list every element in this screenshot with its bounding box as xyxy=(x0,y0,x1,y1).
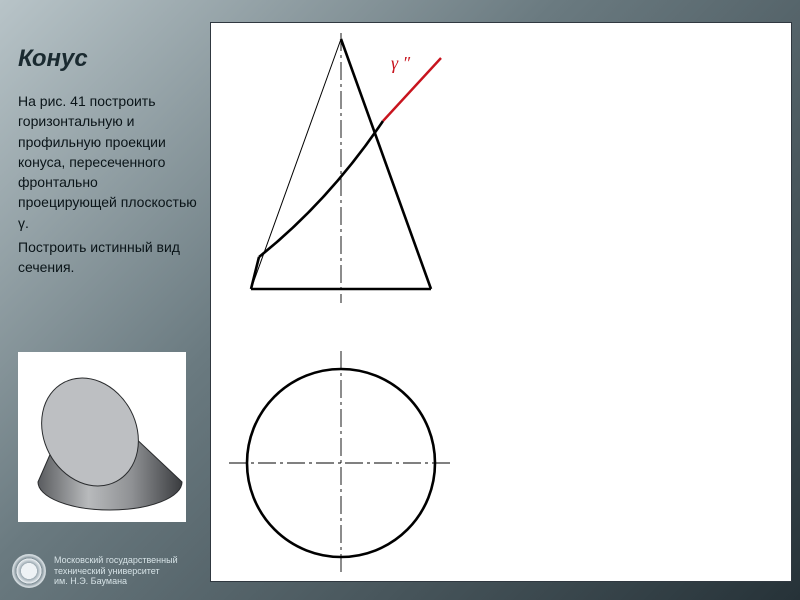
sidebar: Конус На рис. 41 построить горизонтальну… xyxy=(18,45,198,282)
task-text: На рис. 41 построить горизонтальную и пр… xyxy=(18,91,198,278)
footer: Московский государственный технический у… xyxy=(12,554,178,588)
task-paragraph-2: Построить истинный вид сечения. xyxy=(18,237,198,278)
university-seal-icon xyxy=(12,554,46,588)
page-title: Конус xyxy=(18,45,198,73)
cone-3d-thumbnail xyxy=(18,352,186,522)
footer-text: Московский государственный технический у… xyxy=(54,555,178,587)
svg-text:γ ″: γ ″ xyxy=(391,53,411,73)
drawing-canvas: γ ″ xyxy=(210,22,792,582)
footer-line-1: Московский государственный xyxy=(54,555,178,566)
footer-line-3: им. Н.Э. Баумана xyxy=(54,576,178,587)
task-paragraph-1: На рис. 41 построить горизонтальную и пр… xyxy=(18,91,198,233)
footer-line-2: технический университет xyxy=(54,566,178,577)
